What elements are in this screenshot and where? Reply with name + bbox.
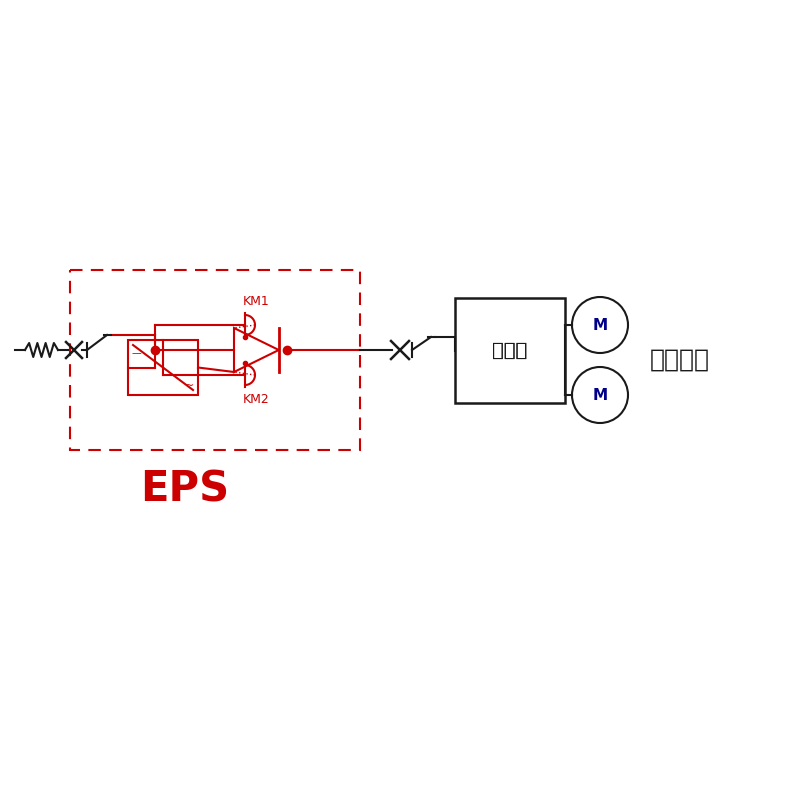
- Text: KM2: KM2: [243, 393, 270, 406]
- Text: KM1: KM1: [243, 295, 270, 308]
- Text: M: M: [593, 387, 607, 402]
- Bar: [70, 270, 360, 450]
- Text: EPS: EPS: [141, 469, 230, 511]
- Text: M: M: [593, 318, 607, 333]
- Text: 一用一备: 一用一备: [650, 348, 710, 372]
- Text: 控制箱: 控制箱: [492, 341, 528, 360]
- Bar: [128, 340, 198, 395]
- Bar: [455, 298, 565, 403]
- Text: 控制箱: 控制箱: [492, 341, 528, 360]
- Text: —: —: [132, 348, 142, 358]
- Text: ~: ~: [185, 381, 194, 391]
